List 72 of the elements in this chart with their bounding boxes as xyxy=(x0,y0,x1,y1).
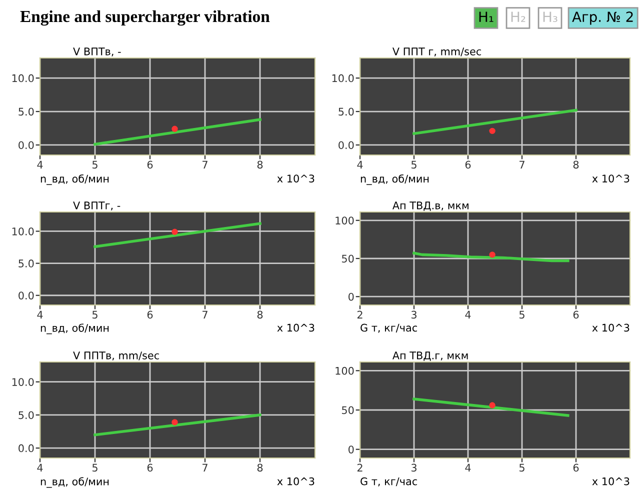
y-tick-label: 0.0 xyxy=(18,444,34,452)
y-tick-label: 0.0 xyxy=(338,141,354,150)
x-tick-label: 5 xyxy=(519,310,524,319)
text: x 10^3 xyxy=(277,174,314,182)
x-tick-label: 4 xyxy=(37,160,43,168)
y-tick-label: 100 xyxy=(336,366,354,375)
text: x 10^3 xyxy=(592,477,630,486)
text: x 10^3 xyxy=(277,324,314,332)
x-tick-label: 5 xyxy=(92,464,98,472)
text: x 10^3 xyxy=(592,174,630,182)
y-tick-label: 5.0 xyxy=(18,108,34,116)
x-tick-label: 2 xyxy=(357,310,362,318)
y-tick-label: 0.0 xyxy=(18,292,34,300)
x-tick-label: 8 xyxy=(257,310,263,319)
x-tick-label: 6 xyxy=(573,464,579,472)
x-tick-label: 5 xyxy=(92,160,98,169)
chart-title: V ППТ г, mm/sec xyxy=(392,48,481,56)
y-tick-label: 0.0 xyxy=(18,141,34,150)
line-series xyxy=(412,252,570,262)
x-tick-label: 7 xyxy=(520,160,524,168)
y-tick-label: 10.0 xyxy=(12,378,34,386)
y-tick-label: 50 xyxy=(342,406,354,414)
x-tick-label: 4 xyxy=(357,160,363,168)
x-tick-label: 6 xyxy=(147,310,153,319)
x-tick-label: 3 xyxy=(411,464,416,472)
text: x 10^3 xyxy=(277,477,314,486)
y-tick-label: 10.0 xyxy=(332,74,354,82)
x-tick-label: 4 xyxy=(465,464,471,472)
x-tick-label: 7 xyxy=(202,310,208,318)
x-tick-label: 8 xyxy=(573,160,579,169)
x-axis-title: G т, кг/час xyxy=(360,477,417,486)
chart-title: V ВПТв, - xyxy=(73,48,121,56)
y-tick-label: 100 xyxy=(336,216,354,224)
x-tick-label: 2 xyxy=(357,464,362,472)
x-axis-title: n_вд, об/мин xyxy=(360,174,429,185)
y-tick-label: 50 xyxy=(342,254,354,263)
chart-title: Ап ТВД.г, мкм xyxy=(392,352,468,361)
x-tick-label: 6 xyxy=(147,464,153,472)
x-tick-label: 4 xyxy=(37,310,43,318)
x-tick-label: 5 xyxy=(519,464,524,472)
x-tick-label: 5 xyxy=(411,160,416,169)
x-tick-label: 5 xyxy=(92,310,98,319)
text: H₁ xyxy=(479,12,494,22)
chart-title: V ППТв, mm/sec xyxy=(73,352,159,360)
text: H₃ xyxy=(543,12,558,22)
x-tick-label: 8 xyxy=(257,464,263,472)
x-axis-title: n_вд, об/мин xyxy=(40,324,109,334)
x-tick-label: 6 xyxy=(147,160,153,169)
y-tick-label: 10.0 xyxy=(12,227,34,236)
x-tick-label: 7 xyxy=(202,160,208,168)
chart-title: Ап ТВД.в, мкм xyxy=(392,202,468,211)
x-axis-title: n_вд, об/мин xyxy=(40,477,109,488)
y-tick-label: 5.0 xyxy=(18,411,34,420)
text: x 10^3 xyxy=(592,324,630,332)
text: Engine and supercharger vibration xyxy=(20,10,270,26)
y-tick-label: 5.0 xyxy=(18,260,34,268)
y-tick-label: 0 xyxy=(348,292,354,301)
x-tick-label: 4 xyxy=(465,310,471,318)
x-tick-label: 6 xyxy=(573,310,579,319)
chart-title: V ВПТг, - xyxy=(73,202,120,210)
text: H₂ xyxy=(511,12,526,22)
x-axis-title: n_вд, об/мин xyxy=(40,174,109,185)
x-tick-label: 8 xyxy=(257,160,263,169)
x-tick-label: 7 xyxy=(202,464,208,472)
text: Агр. № 2 xyxy=(572,12,633,25)
y-tick-label: 5.0 xyxy=(338,108,354,116)
x-axis-title: G т, кг/час xyxy=(360,324,417,333)
y-tick-label: 10.0 xyxy=(12,74,34,82)
x-tick-label: 4 xyxy=(37,464,43,472)
x-tick-label: 3 xyxy=(411,310,416,319)
x-tick-label: 6 xyxy=(465,160,471,169)
y-tick-label: 0 xyxy=(348,446,354,454)
